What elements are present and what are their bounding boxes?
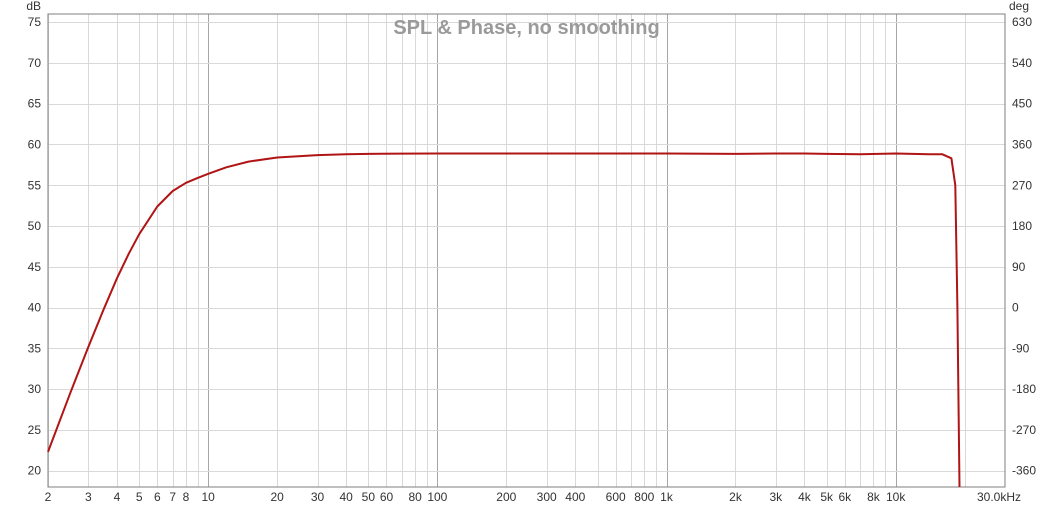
grid: [48, 14, 1005, 487]
x-tick-label: 4: [114, 490, 121, 504]
left-tick-label: 60: [28, 137, 42, 151]
x-tick-label: 80: [408, 490, 422, 504]
right-tick-label: 540: [1012, 56, 1032, 70]
right-axis-tick-labels: 630 540 450 360 270 180 90 0 -90 -180 -270 -360: [1012, 15, 1036, 478]
x-tick-label: 6: [154, 490, 161, 504]
x-tick-label: 3: [85, 490, 92, 504]
series-layer: [47, 152, 961, 488]
x-tick-label: 20: [270, 490, 284, 504]
x-tick-label: 40: [339, 490, 353, 504]
x-tick-label: 1k: [660, 490, 674, 504]
right-tick-label: -270: [1012, 423, 1036, 437]
spl-curve: [47, 152, 961, 488]
x-tick-label: 3k: [769, 490, 783, 504]
right-axis-unit: deg: [1009, 0, 1029, 13]
right-tick-label: 450: [1012, 97, 1032, 111]
left-tick-label: 30: [28, 382, 42, 396]
left-tick-label: 40: [28, 301, 42, 315]
x-axis-tick-labels: 2 3 4 5 6 7 8 10 20 30 40 50 60 80 100 200 300 400 600 800 1…: [45, 490, 1021, 504]
x-tick-label: 8k: [867, 490, 881, 504]
x-tick-label: 30: [311, 490, 325, 504]
right-tick-label: 0: [1012, 301, 1019, 315]
chart-title: SPL & Phase, no smoothing: [393, 17, 659, 39]
right-tick-label: 630: [1012, 15, 1032, 29]
x-tick-label: 30.0kHz: [977, 490, 1021, 504]
left-tick-label: 45: [28, 260, 42, 274]
x-tick-label: 5k: [820, 490, 834, 504]
left-axis-tick-labels: 75 70 65 60 55 50 45 40 35 30 25 20: [28, 15, 42, 478]
left-axis-unit: dB: [26, 0, 41, 13]
right-tick-label: 90: [1012, 260, 1026, 274]
left-tick-label: 20: [28, 464, 42, 478]
plot-frame: [47, 13, 1006, 488]
left-tick-label: 50: [28, 219, 42, 233]
right-tick-label: -180: [1012, 382, 1036, 396]
x-tick-label: 5: [136, 490, 143, 504]
right-tick-label: -360: [1012, 464, 1036, 478]
x-tick-label: 300: [537, 490, 557, 504]
left-tick-label: 70: [28, 56, 42, 70]
x-tick-label: 8: [183, 490, 190, 504]
x-tick-label: 10: [201, 490, 215, 504]
x-tick-label: 600: [606, 490, 626, 504]
x-tick-label: 4k: [798, 490, 812, 504]
x-tick-label: 400: [565, 490, 585, 504]
left-tick-label: 65: [28, 97, 42, 111]
right-tick-label: 360: [1012, 137, 1032, 151]
left-tick-label: 25: [28, 423, 42, 437]
x-tick-label: 100: [427, 490, 447, 504]
x-tick-label: 200: [496, 490, 516, 504]
right-tick-label: 180: [1012, 219, 1032, 233]
x-tick-label: 6k: [838, 490, 852, 504]
x-tick-label: 2k: [729, 490, 743, 504]
x-tick-label: 60: [380, 490, 394, 504]
x-tick-label: 800: [634, 490, 654, 504]
left-tick-label: 55: [28, 178, 42, 192]
right-tick-label: 270: [1012, 178, 1032, 192]
x-tick-label: 2: [45, 490, 52, 504]
x-tick-label: 7: [169, 490, 176, 504]
left-tick-label: 75: [28, 15, 42, 29]
x-tick-label: 50: [362, 490, 376, 504]
x-tick-label: 10k: [886, 490, 906, 504]
left-tick-label: 35: [28, 341, 42, 355]
right-tick-label: -90: [1012, 341, 1030, 355]
